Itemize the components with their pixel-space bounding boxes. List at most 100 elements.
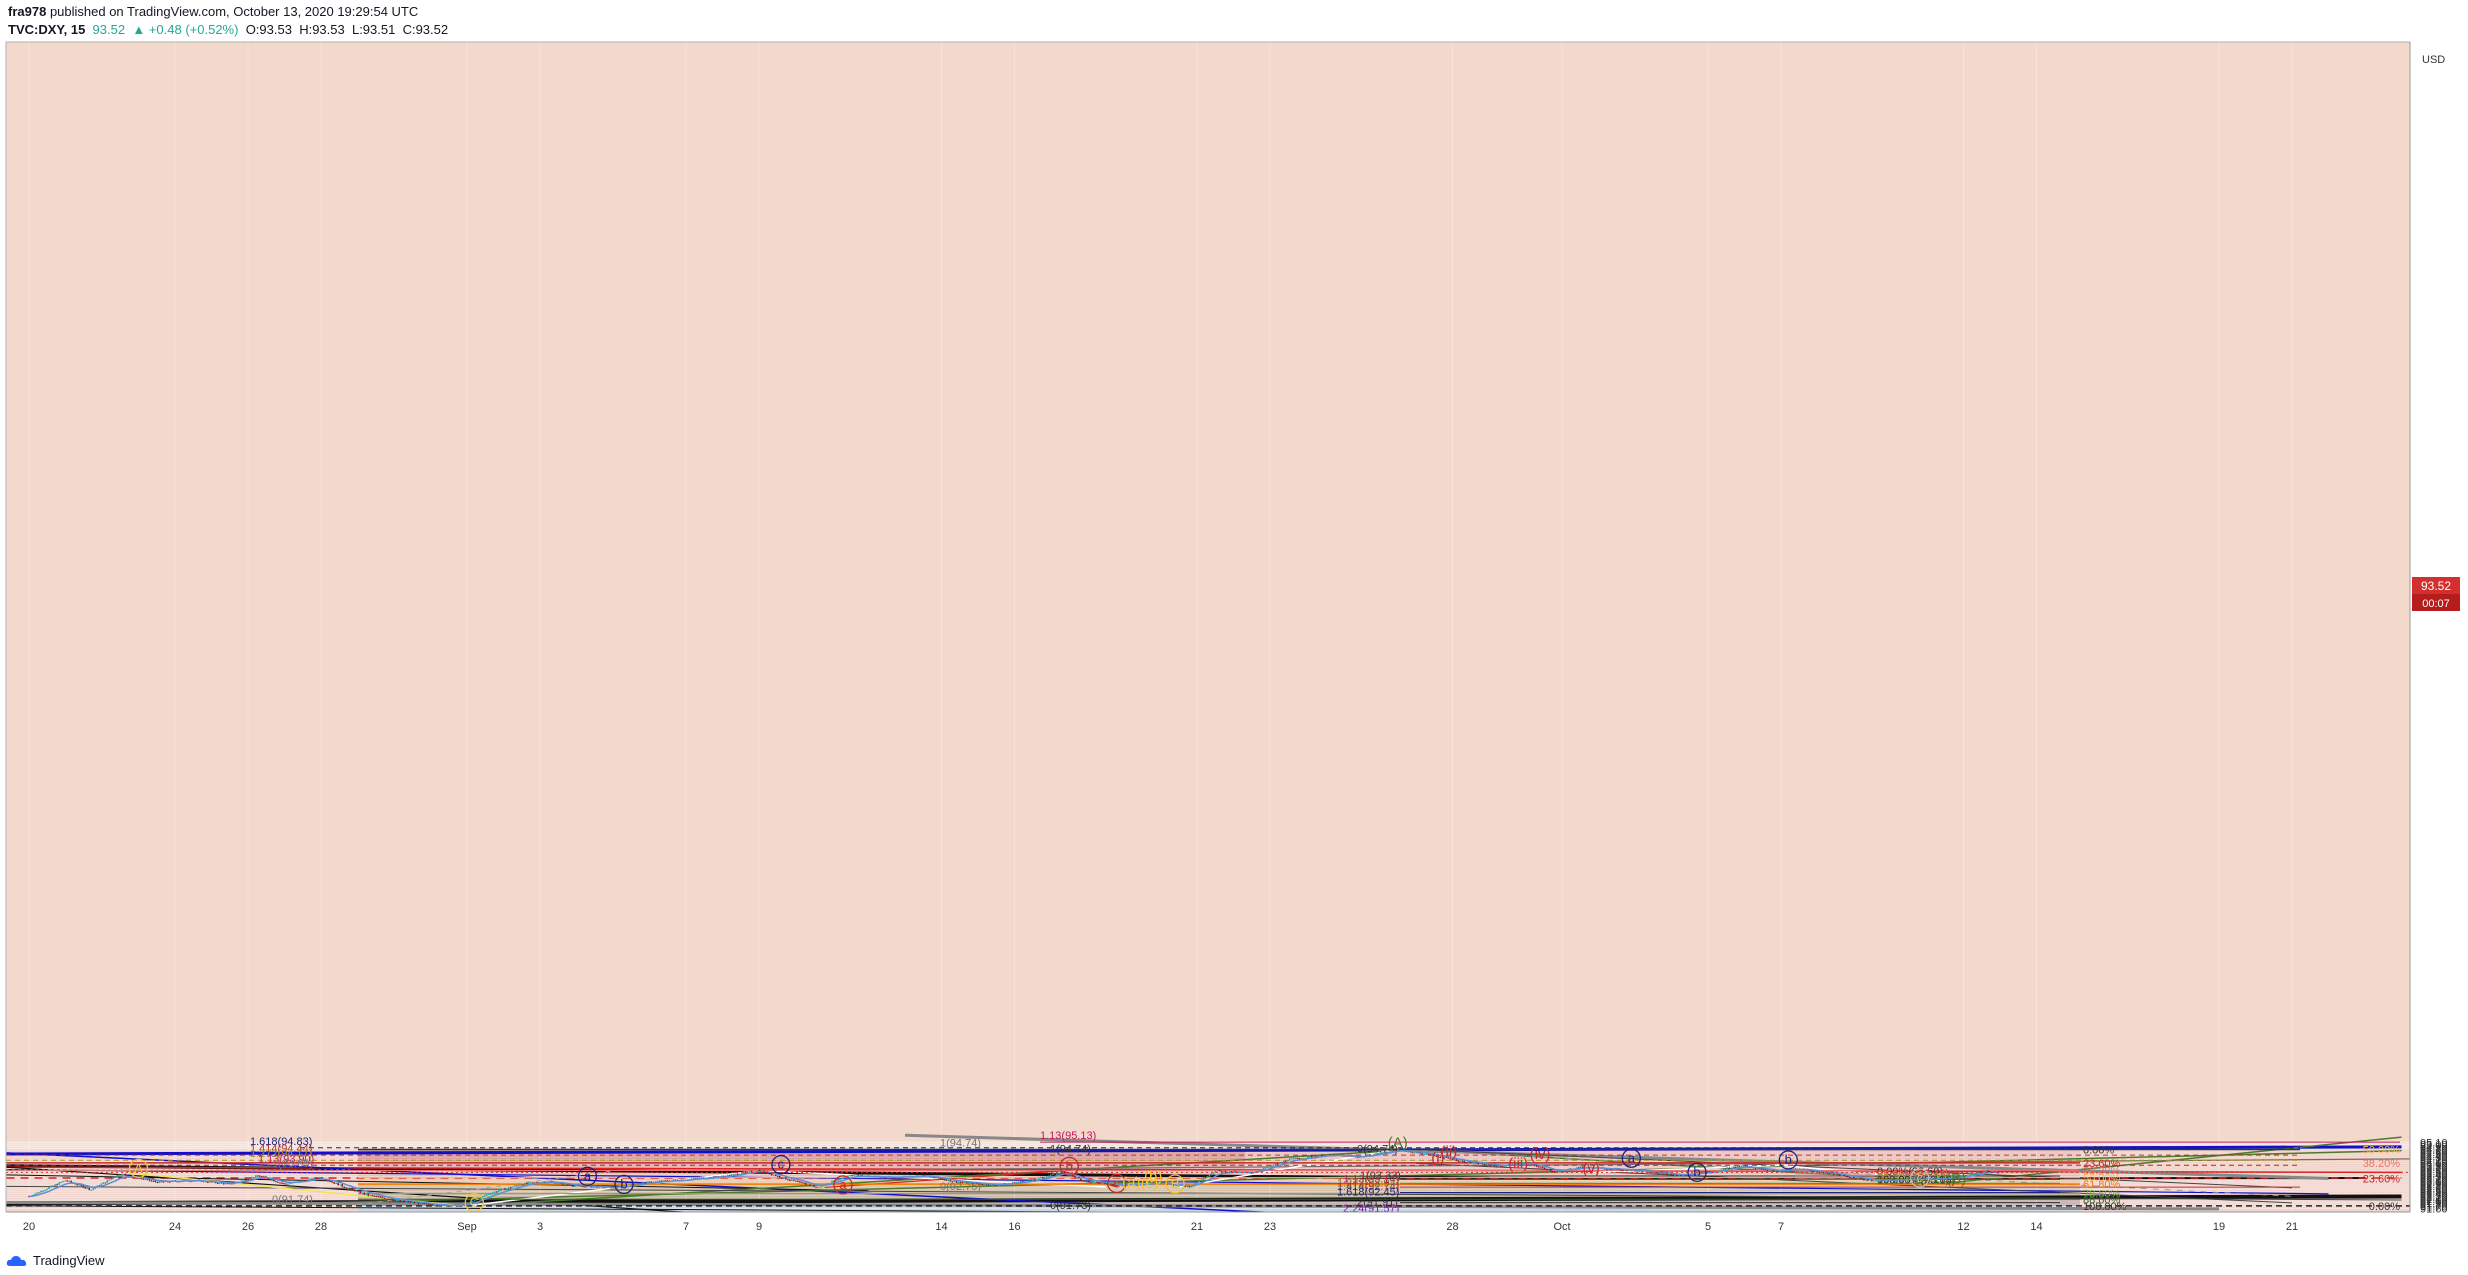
candle-body xyxy=(347,1188,349,1190)
candle-body xyxy=(861,1174,863,1176)
candle-body xyxy=(1387,1151,1389,1153)
candle-body xyxy=(530,1182,532,1184)
author-name[interactable]: fra978 xyxy=(8,4,47,19)
wave-label-0: (A) xyxy=(1388,1135,1408,1152)
candle-body xyxy=(365,1193,368,1195)
candle-body xyxy=(1329,1154,1331,1156)
candle-body xyxy=(405,1201,408,1203)
last-price-value: 93.52 xyxy=(2421,579,2451,593)
candle-body xyxy=(1373,1154,1375,1156)
candle-body xyxy=(371,1195,374,1197)
candle-body xyxy=(1491,1165,1494,1167)
candle-body xyxy=(1379,1152,1381,1154)
candle-body xyxy=(1457,1160,1460,1162)
candle-body xyxy=(1666,1173,1668,1175)
candle-body xyxy=(592,1186,594,1188)
plot-area[interactable]: 1.13(95.13)1.618(94.83)1.414(94.44)1.272… xyxy=(0,42,2438,1215)
candle-body xyxy=(1286,1160,1289,1162)
fib-band-4 xyxy=(358,1184,2080,1194)
candle-body xyxy=(353,1189,356,1192)
candle-body xyxy=(78,1184,80,1186)
candle-body xyxy=(1652,1172,1654,1174)
candle-body xyxy=(1477,1162,1480,1165)
time-tick-15: 7 xyxy=(1778,1221,1784,1233)
candle-body xyxy=(1678,1175,1680,1177)
wave-text-7: a xyxy=(1628,1150,1636,1165)
candle-body xyxy=(1668,1173,1670,1175)
candle-body xyxy=(277,1181,279,1183)
candle-body xyxy=(409,1201,412,1203)
candle-body xyxy=(979,1183,982,1185)
price-tick-6: 92.20 xyxy=(2420,1192,2448,1204)
candle-body xyxy=(1050,1174,1052,1176)
candle-body xyxy=(1276,1163,1279,1165)
price-tick-21: 93.70 xyxy=(2420,1164,2448,1176)
candle-body xyxy=(1048,1175,1050,1177)
symbol-line: TVC:DXY, 15 93.52 ▲ +0.48 (+0.52%) O:93.… xyxy=(8,22,448,37)
fib-mid-label-5: 1.414(92.74) xyxy=(1337,1181,1399,1193)
fib-left-label-5: 1(93.65) xyxy=(272,1158,313,1170)
candle-body xyxy=(369,1195,372,1197)
fib-left-label-4: 1.13(93.90) xyxy=(258,1153,314,1165)
price-chart[interactable]: 1.13(95.13)1.618(94.83)1.414(94.44)1.272… xyxy=(0,40,2468,1248)
symbol-title[interactable]: TVC:DXY, 15 xyxy=(8,22,86,37)
bar-countdown: 00:07 xyxy=(2422,598,2450,610)
candle-body xyxy=(257,1175,259,1177)
price-tick-31: 94.70 xyxy=(2420,1145,2448,1157)
tradingview-logo[interactable]: TradingView xyxy=(6,1253,105,1268)
candle-body xyxy=(417,1202,420,1204)
candle-body xyxy=(375,1196,378,1198)
candle-body xyxy=(64,1180,66,1182)
candle-body xyxy=(785,1177,787,1180)
wave-text-16: B xyxy=(1171,1176,1180,1191)
candle-body xyxy=(1058,1173,1060,1175)
candle-body xyxy=(768,1173,771,1175)
wave-label-16: B xyxy=(1165,1174,1185,1194)
candle-body xyxy=(118,1174,121,1176)
candle-body xyxy=(54,1184,56,1186)
candle-body xyxy=(646,1181,649,1184)
candle-body xyxy=(367,1193,370,1196)
candle-body xyxy=(1676,1174,1678,1176)
time-axis[interactable]: 20 24 26 28 Sep 3 7 9 14 16 21 23 28 Oct 5 7 12 14 19 21 xyxy=(23,1221,2298,1233)
wave-circle-10 xyxy=(577,1166,598,1186)
wave-circle-13 xyxy=(833,1175,853,1195)
candle-body xyxy=(1433,1154,1436,1156)
candle-body xyxy=(1461,1160,1464,1162)
price-tick-32: 94.80 xyxy=(2420,1143,2448,1155)
candle-body xyxy=(1875,1180,1877,1182)
candle-body xyxy=(108,1179,111,1181)
candle-body xyxy=(1321,1154,1323,1157)
candle-body xyxy=(1871,1179,1873,1182)
candle-body xyxy=(1427,1153,1430,1155)
brand-name: TradingView xyxy=(33,1253,105,1268)
candle-body xyxy=(1174,1184,1177,1186)
candle-body xyxy=(1473,1162,1476,1164)
candle-body xyxy=(1290,1158,1293,1160)
candle-body xyxy=(853,1174,855,1176)
candle-body xyxy=(479,1197,482,1199)
candle-body xyxy=(1533,1164,1536,1166)
candle-body xyxy=(503,1188,506,1190)
candle-body xyxy=(421,1202,424,1204)
candle-body xyxy=(564,1183,566,1185)
candle-body xyxy=(574,1185,576,1187)
candle-body xyxy=(885,1177,888,1179)
candle-body xyxy=(76,1184,78,1186)
wave-label-15: c xyxy=(1107,1173,1127,1194)
candle-body xyxy=(781,1177,783,1179)
wave-label-7: a xyxy=(1621,1148,1641,1168)
candle-body xyxy=(1973,1173,1976,1175)
candle-body xyxy=(1861,1178,1863,1180)
price-axis[interactable]: 91.6091.7091.8091.9092.0092.1092.2092.30… xyxy=(2420,1138,2448,1216)
candle-body xyxy=(46,1188,48,1190)
candle-body xyxy=(411,1201,414,1203)
candle-body xyxy=(662,1180,665,1182)
candle-body xyxy=(648,1181,651,1183)
candle-body xyxy=(337,1182,339,1186)
candle-body xyxy=(501,1188,504,1190)
candle-body xyxy=(1046,1176,1048,1178)
candle-body xyxy=(413,1201,416,1203)
candle-body xyxy=(1985,1170,1988,1172)
time-tick-4: Sep xyxy=(457,1221,477,1233)
